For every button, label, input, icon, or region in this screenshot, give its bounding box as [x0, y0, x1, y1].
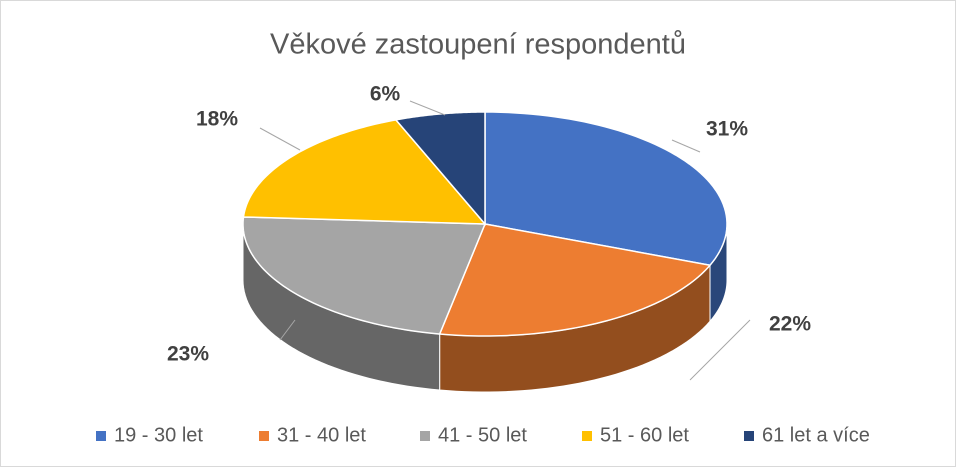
- legend-label: 51 - 60 let: [600, 424, 689, 446]
- legend-swatch: [420, 431, 430, 441]
- legend-swatch: [259, 431, 269, 441]
- pie-slice: [438, 223, 712, 337]
- leader-line: [409, 100, 446, 116]
- legend-label: 41 - 50 let: [438, 424, 527, 446]
- data-label: 23%: [167, 343, 209, 366]
- pie-slice: [242, 119, 487, 225]
- data-label: 6%: [370, 83, 401, 106]
- leader-line: [259, 127, 301, 151]
- data-label: 22%: [769, 313, 811, 336]
- legend-swatch: [582, 431, 592, 441]
- chart-title: Věkové zastoupení respondentů: [270, 29, 686, 61]
- leader-line: [689, 319, 751, 381]
- pie-slice: [242, 216, 487, 335]
- legend-label: 61 let a více: [762, 424, 870, 446]
- leader-line: [279, 319, 296, 341]
- legend-swatch: [744, 431, 754, 441]
- legend-label: 19 - 30 let: [114, 424, 203, 446]
- legend-swatch: [96, 431, 106, 441]
- pie-slice: [484, 111, 728, 267]
- pie-slice: [394, 111, 486, 227]
- leader-line: [671, 139, 701, 153]
- data-label: 31%: [706, 118, 748, 141]
- data-label: 18%: [196, 108, 238, 131]
- legend-label: 31 - 40 let: [277, 424, 366, 446]
